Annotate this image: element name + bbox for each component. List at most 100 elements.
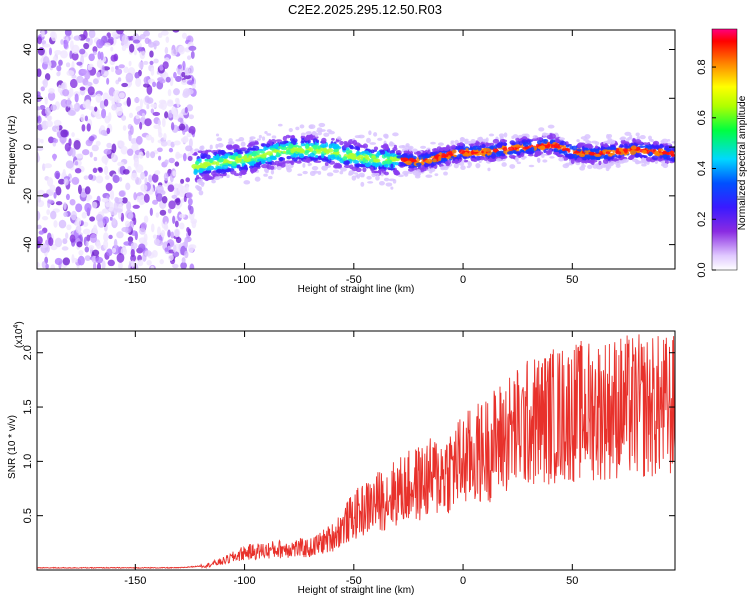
signal-blob [487, 167, 491, 172]
signal-blob [600, 164, 607, 168]
signal-blob [577, 142, 584, 147]
colorbar-tick-label: 0.2 [696, 212, 708, 227]
noise-blob [138, 151, 144, 159]
signal-blob [430, 141, 436, 145]
signal-blob [460, 165, 466, 171]
signal-blob [454, 158, 459, 165]
signal-blob [360, 145, 366, 148]
signal-blob [277, 123, 283, 127]
signal-blob [420, 153, 427, 157]
noise-blob [46, 209, 51, 215]
noise-blob [129, 125, 134, 135]
signal-blob [351, 175, 357, 181]
signal-blob [416, 169, 421, 174]
signal-blob [604, 143, 608, 148]
signal-blob [315, 132, 319, 138]
signal-blob [254, 176, 261, 182]
noise-blob [171, 194, 178, 199]
noise-blob [114, 208, 123, 213]
signal-blob [356, 147, 361, 151]
signal-blob [608, 139, 616, 145]
noise-blob [63, 211, 68, 217]
signal-blob [472, 145, 479, 151]
noise-blob [98, 167, 103, 173]
noise-blob [53, 119, 62, 127]
noise-blob [172, 215, 176, 224]
signal-blob [314, 160, 322, 163]
noise-blob [153, 42, 157, 50]
noise-blob [37, 115, 42, 124]
signal-blob [549, 133, 556, 139]
signal-blob [336, 157, 343, 161]
noise-blob [174, 161, 180, 167]
signal-blob [317, 145, 321, 150]
noise-blob [175, 204, 181, 210]
signal-blob [528, 164, 535, 168]
signal-blob [308, 163, 312, 166]
noise-blob [138, 243, 146, 252]
noise-blob [138, 61, 144, 69]
noise-blob [83, 175, 89, 180]
signal-blob [393, 172, 401, 176]
signal-blob [195, 174, 200, 180]
signal-blob [565, 144, 570, 148]
signal-blob [302, 163, 306, 168]
noise-blob [109, 189, 115, 200]
signal-blob [369, 159, 375, 163]
noise-blob [66, 98, 71, 108]
noise-blob [83, 30, 88, 40]
snr-y-tick-label: 1.5 [22, 399, 34, 414]
signal-blob [475, 163, 481, 169]
signal-blob [314, 155, 319, 158]
noise-blob [111, 247, 117, 254]
noise-blob [48, 237, 54, 247]
noise-blob [177, 184, 184, 193]
signal-blob [572, 153, 578, 159]
signal-blob [263, 173, 268, 177]
noise-blob [86, 123, 91, 132]
noise-blob [146, 104, 150, 110]
noise-blob [111, 104, 117, 111]
noise-blob [170, 231, 174, 239]
noise-blob [160, 30, 169, 36]
noise-blob [65, 160, 74, 169]
noise-blob [37, 210, 41, 221]
signal-blob [579, 166, 586, 171]
signal-blob [408, 146, 413, 152]
signal-blob [397, 161, 405, 167]
noise-blob [74, 161, 79, 166]
signal-blob [570, 158, 575, 164]
noise-blob [77, 184, 82, 195]
signal-blob [379, 163, 383, 167]
signal-blob [425, 174, 433, 178]
noise-blob [186, 132, 192, 138]
noise-blob [66, 224, 72, 231]
noise-blob [172, 30, 180, 33]
signal-blob [639, 134, 646, 140]
noise-blob [37, 152, 40, 163]
noise-blob [187, 204, 192, 211]
noise-blob [135, 114, 140, 120]
noise-blob [42, 193, 49, 198]
noise-blob [88, 245, 95, 250]
signal-blob [527, 153, 534, 157]
noise-blob [69, 198, 76, 206]
signal-blob [326, 129, 332, 133]
noise-blob [160, 229, 166, 238]
noise-blob [114, 196, 120, 203]
spectrogram-panel: -150 -100 -50 0 50 -40 -20 0 20 40 Height of stra… [7, 29, 676, 295]
signal-blob [495, 158, 502, 162]
noise-blob [111, 143, 117, 154]
noise-blob [73, 103, 78, 110]
noise-blob [101, 260, 106, 269]
noise-blob [55, 186, 62, 196]
noise-blob [97, 51, 102, 60]
signal-blob [282, 135, 287, 142]
noise-blob [128, 60, 132, 67]
snr-series-line [37, 334, 675, 570]
noise-blob [133, 192, 137, 201]
noise-blob [87, 86, 95, 96]
signal-blob [356, 150, 360, 156]
noise-blob [106, 127, 111, 135]
signal-blob [496, 143, 503, 149]
